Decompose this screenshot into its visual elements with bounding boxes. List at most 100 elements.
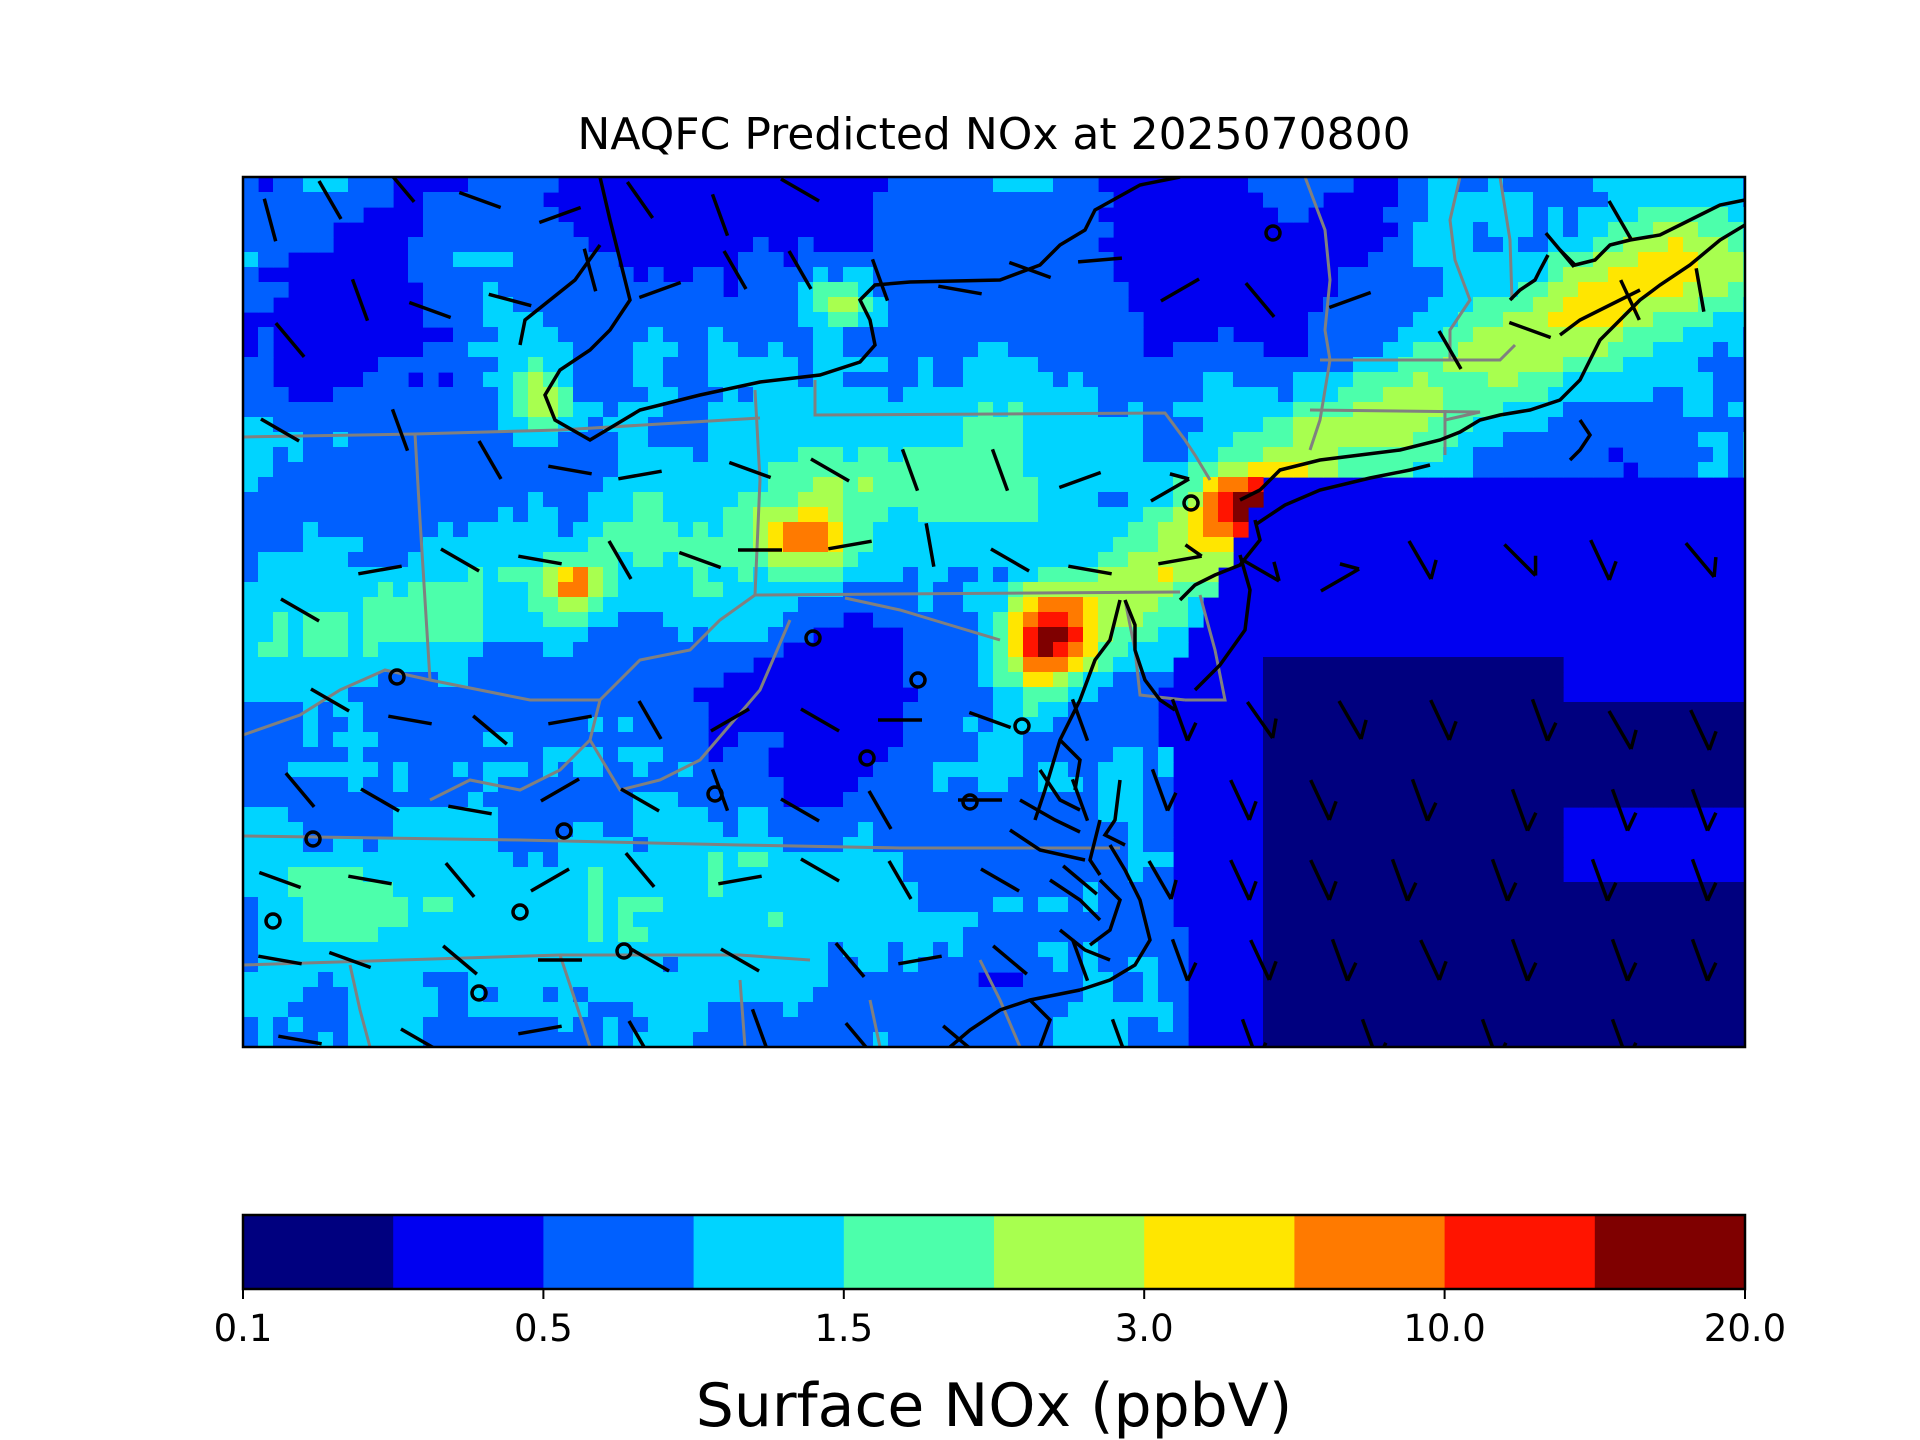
nox-cell bbox=[468, 267, 484, 283]
nox-cell bbox=[363, 717, 379, 733]
nox-cell bbox=[738, 507, 754, 523]
nox-cell bbox=[468, 297, 484, 313]
nox-cell bbox=[993, 957, 1009, 973]
nox-cell bbox=[1668, 1017, 1684, 1033]
wind-barb bbox=[1437, 330, 1463, 370]
nox-cell bbox=[858, 957, 874, 973]
nox-cell bbox=[1683, 987, 1699, 1003]
nox-cell bbox=[408, 267, 424, 283]
nox-cell bbox=[768, 732, 784, 748]
nox-cell bbox=[318, 612, 334, 628]
nox-cell bbox=[948, 1002, 964, 1018]
nox-cell bbox=[903, 537, 919, 553]
nox-cell bbox=[1353, 987, 1369, 1003]
nox-cell bbox=[978, 597, 994, 613]
nox-cell bbox=[828, 552, 844, 568]
nox-cell bbox=[1728, 927, 1744, 943]
nox-cell bbox=[798, 867, 814, 883]
nox-cell bbox=[453, 402, 469, 418]
nox-cell bbox=[1518, 387, 1534, 403]
nox-cell bbox=[1638, 252, 1654, 268]
wind-barb bbox=[350, 278, 370, 322]
nox-cell bbox=[888, 357, 904, 373]
nox-cell bbox=[1233, 462, 1249, 478]
nox-cell bbox=[708, 1032, 724, 1047]
wind-barb bbox=[924, 523, 936, 567]
nox-cell bbox=[543, 432, 559, 448]
nox-cell bbox=[1728, 372, 1744, 388]
nox-cell bbox=[303, 177, 319, 193]
nox-cell bbox=[513, 552, 529, 568]
nox-cell bbox=[1443, 282, 1459, 298]
wind-barb bbox=[548, 464, 592, 476]
nox-cell bbox=[1638, 312, 1654, 328]
nox-cell bbox=[483, 507, 499, 523]
nox-cell bbox=[1113, 537, 1129, 553]
nox-cell bbox=[498, 1002, 514, 1018]
nox-cell bbox=[333, 537, 349, 553]
nox-cell bbox=[1368, 312, 1384, 328]
nox-cell bbox=[948, 327, 964, 343]
nox-cell bbox=[963, 762, 979, 778]
nox-cell bbox=[693, 702, 709, 718]
nox-cell bbox=[1128, 372, 1144, 388]
nox-cell bbox=[1128, 807, 1144, 823]
nox-cell bbox=[1098, 462, 1114, 478]
nox-cell bbox=[618, 507, 634, 523]
nox-cell bbox=[888, 297, 904, 313]
nox-cell bbox=[1173, 987, 1189, 1003]
nox-cell bbox=[1503, 222, 1519, 238]
nox-cell bbox=[993, 207, 1009, 223]
nox-cell bbox=[1083, 522, 1099, 538]
nox-cell bbox=[468, 867, 484, 883]
nox-cell bbox=[318, 852, 334, 868]
nox-cell bbox=[1458, 372, 1474, 388]
nox-cell bbox=[1338, 657, 1354, 673]
nox-cell bbox=[1023, 672, 1039, 688]
wind-barb bbox=[990, 448, 1010, 492]
nox-cell bbox=[1413, 882, 1429, 898]
nox-cell bbox=[258, 927, 274, 943]
nox-cell bbox=[1443, 927, 1459, 943]
nox-cell bbox=[858, 477, 874, 493]
map-panel[interactable] bbox=[243, 168, 1759, 1061]
nox-cell bbox=[603, 927, 619, 943]
nox-cell bbox=[798, 492, 814, 508]
nox-cell bbox=[513, 507, 529, 523]
nox-cell bbox=[1038, 972, 1054, 988]
nox-cell bbox=[663, 867, 679, 883]
nox-cell bbox=[1068, 207, 1084, 223]
nox-cell bbox=[423, 912, 439, 928]
nox-cell bbox=[1713, 432, 1729, 448]
nox-cell bbox=[1158, 522, 1174, 538]
nox-cell bbox=[378, 192, 394, 208]
nox-cell bbox=[333, 792, 349, 808]
nox-cell bbox=[618, 477, 634, 493]
nox-cell bbox=[1563, 762, 1579, 778]
nox-cell bbox=[1668, 462, 1684, 478]
nox-cell bbox=[1338, 387, 1354, 403]
nox-cell bbox=[888, 387, 904, 403]
nox-cell bbox=[1488, 957, 1504, 973]
nox-cell bbox=[258, 1017, 274, 1033]
nox-cell bbox=[573, 882, 589, 898]
nox-cell bbox=[948, 927, 964, 943]
nox-cell bbox=[1503, 432, 1519, 448]
nox-cell bbox=[1248, 447, 1264, 463]
nox-cell bbox=[1683, 447, 1699, 463]
nox-cell bbox=[333, 417, 349, 433]
nox-cell bbox=[438, 612, 454, 628]
nox-cell bbox=[708, 642, 724, 658]
nox-cell bbox=[993, 537, 1009, 553]
nox-cell bbox=[423, 192, 439, 208]
nox-cell bbox=[963, 177, 979, 193]
nox-cell bbox=[948, 357, 964, 373]
station-marker bbox=[555, 822, 573, 840]
nox-cell bbox=[708, 522, 724, 538]
nox-cell bbox=[1713, 987, 1729, 1003]
nox-cell bbox=[738, 312, 754, 328]
wind-barb bbox=[1070, 938, 1090, 982]
nox-cell bbox=[768, 852, 784, 868]
nox-cell bbox=[648, 597, 664, 613]
nox-cell bbox=[1593, 327, 1609, 343]
